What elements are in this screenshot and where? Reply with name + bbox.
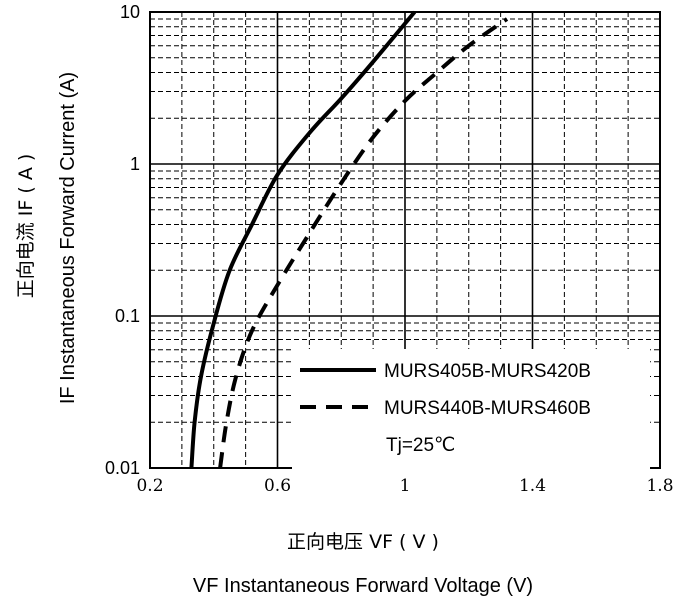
y-tick-label: 0.1 bbox=[115, 306, 140, 326]
legend-label-dashed: MURS440B-MURS460B bbox=[384, 398, 591, 419]
x-axis-label-cn: 正向电压 VF ( V ) bbox=[287, 531, 439, 553]
x-tick-label: 0.2 bbox=[136, 476, 163, 496]
y-tick-label: 10 bbox=[120, 2, 140, 22]
tick-labels: 0.2 0.6 1 1.4 1.8 0.01 0.1 1 10 bbox=[105, 2, 674, 496]
series-line-dashed bbox=[218, 17, 509, 469]
x-tick-label: 1 bbox=[400, 476, 411, 496]
x-tick-label: 0.6 bbox=[264, 476, 291, 496]
series-group bbox=[189, 10, 509, 469]
x-tick-label: 1.4 bbox=[519, 476, 546, 496]
y-tick-label: 1 bbox=[130, 154, 140, 174]
x-axis-label: VF Instantaneous Forward Voltage (V) bbox=[193, 575, 533, 597]
series-line-solid bbox=[189, 10, 417, 469]
x-tick-label: 1.8 bbox=[646, 476, 673, 496]
legend-label-solid: MURS405B-MURS420B bbox=[384, 361, 591, 382]
y-axis-label: IF Instantaneous Forward Current (A) bbox=[57, 72, 79, 404]
legend: MURS405B-MURS420B MURS440B-MURS460B Tj=2… bbox=[292, 349, 650, 470]
y-tick-label: 0.01 bbox=[105, 458, 140, 478]
y-axis-label-cn: 正向电流 IF ( A ) bbox=[15, 154, 37, 299]
temperature-annotation: Tj=25℃ bbox=[386, 435, 455, 456]
